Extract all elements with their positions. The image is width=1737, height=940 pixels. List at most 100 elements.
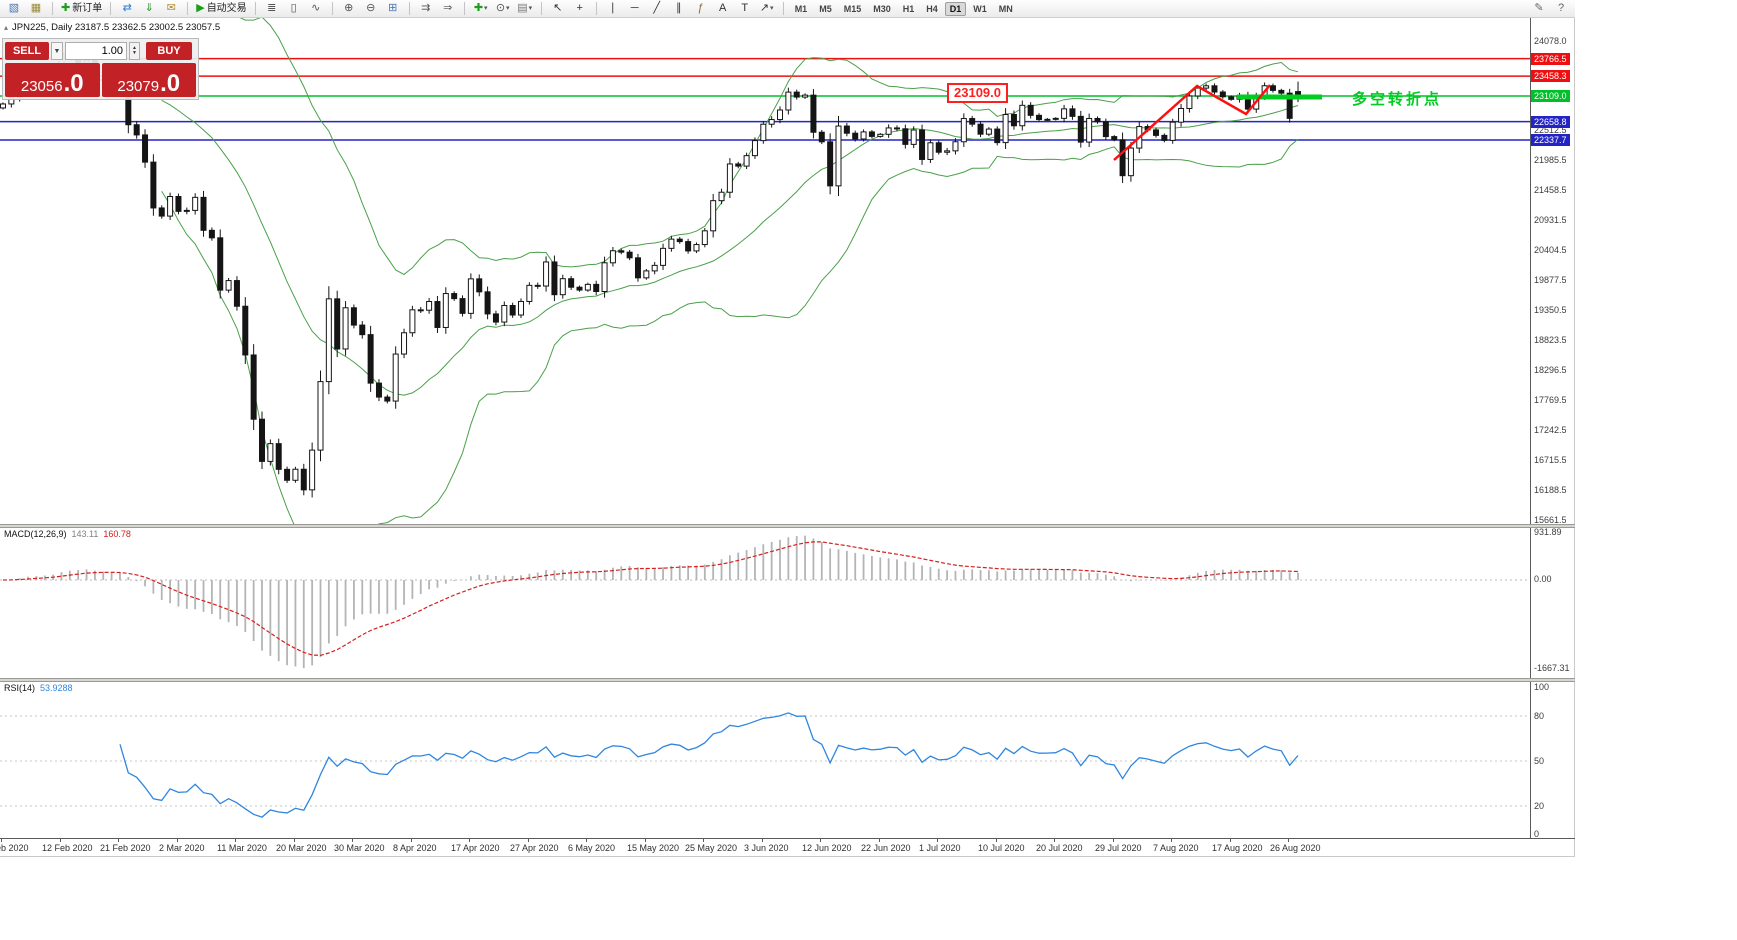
date-label: 27 Apr 2020 [510, 843, 559, 853]
pane-separator[interactable] [0, 678, 1575, 682]
cursor-icon[interactable]: ↖ [548, 1, 568, 16]
volume-step-up-icon[interactable]: ▲ [132, 44, 137, 51]
new-chart-icon[interactable]: ▧ [4, 1, 24, 16]
date-label: 17 Apr 2020 [451, 843, 500, 853]
macd-histogram [10, 535, 1299, 669]
candlestick-chart-icon[interactable]: ▯ [284, 1, 304, 16]
trend-zigzag-line[interactable] [1113, 84, 1271, 161]
price-annotation-box[interactable]: 23109.0 [947, 83, 1008, 103]
horizontal-line-icon[interactable]: ─ [625, 1, 645, 16]
auto-scroll-icon-glyph: ⇉ [421, 2, 431, 14]
macd-main-value: 143.11 [71, 529, 99, 539]
help-icon[interactable]: ? [1551, 1, 1571, 16]
buy-price-button[interactable]: 23079 .0 [101, 63, 196, 97]
channel-icon[interactable]: ∥ [669, 1, 689, 16]
timeframe-m5[interactable]: M5 [819, 3, 832, 14]
date-tick [996, 839, 997, 842]
rsi-name: RSI(14) [4, 683, 36, 693]
chart-shift-icon[interactable]: ⇒ [438, 1, 458, 16]
new-order-button[interactable]: ✚ 新订单 [59, 1, 104, 16]
refresh-icon[interactable]: ⇄ [117, 1, 137, 16]
timeframe-mn[interactable]: MN [998, 3, 1013, 14]
rsi-value: 53.9288 [40, 683, 73, 693]
fibonacci-icon[interactable]: ƒ [691, 1, 711, 16]
zoom-in-icon[interactable]: ⊕ [339, 1, 359, 16]
toolbar-separator [254, 2, 256, 15]
volume-stepper[interactable]: ▲ ▼ [129, 42, 140, 60]
date-label: 6 May 2020 [568, 843, 616, 853]
macd-pane[interactable] [0, 528, 1530, 678]
tile-windows-icon-glyph: ⊞ [388, 2, 398, 14]
mt4-window: ▧ ▦ ✚ 新订单 ⇄ ⇓ ✉ ▶ 自动交易 ≣ ▯ ∿ ⊕ ⊖ ⊞ ⇉ ⇒ ✚ ▾ ⊙ ▾ ▤ ▾ ↖ + ∣ ─ ╱ ∥ ƒ A T ↗ ▾ M… [0, 0, 1575, 857]
buy-button[interactable]: BUY [146, 42, 192, 60]
cursor-icon-glyph: ↖ [553, 2, 563, 14]
volume-step-down-icon[interactable]: ▼ [132, 50, 137, 56]
auto-trading-button[interactable]: ▶ 自动交易 [194, 1, 248, 16]
bar-chart-icon-glyph: ≣ [267, 2, 277, 14]
crosshair-icon[interactable]: + [570, 1, 590, 16]
turning-point-text[interactable]: 多空转折点 [1352, 91, 1443, 108]
price-line-label: 23458.3 [1531, 70, 1570, 82]
date-label: 25 May 2020 [685, 843, 738, 853]
mail-icon[interactable]: ✉ [161, 1, 181, 16]
rsi-axis-label: 100 [1534, 682, 1550, 692]
download-icon[interactable]: ⇓ [139, 1, 159, 16]
zoom-out-icon[interactable]: ⊖ [361, 1, 381, 16]
date-tick [1171, 839, 1172, 842]
indicators-icon[interactable]: ✚ ▾ [471, 1, 491, 16]
price-line-label: 23109.0 [1531, 90, 1570, 102]
arrows-icon-glyph: ↗ [759, 2, 770, 14]
auto-scroll-icon[interactable]: ⇉ [416, 1, 436, 16]
date-tick [1054, 839, 1055, 842]
date-tick [703, 839, 704, 842]
periods-icon[interactable]: ⊙ ▾ [493, 1, 513, 16]
sell-price-button[interactable]: 23056 .0 [5, 63, 100, 97]
profiles-icon[interactable]: ▦ [26, 1, 46, 16]
price-axis-label: 18296.5 [1534, 365, 1567, 375]
text-label-icon[interactable]: T [735, 1, 755, 16]
sell-button[interactable]: SELL [5, 42, 49, 60]
vertical-line-icon[interactable]: ∣ [603, 1, 623, 16]
oct-collapse-icon[interactable]: ▴ [4, 23, 9, 32]
date-label: 8 Apr 2020 [393, 843, 437, 853]
date-tick [235, 839, 236, 842]
volume-input[interactable] [65, 42, 127, 60]
date-label: 2 Feb 2020 [0, 843, 29, 853]
macd-signal-value: 160.78 [103, 529, 131, 539]
timeframe-m15[interactable]: M15 [843, 3, 862, 14]
main-chart-pane[interactable] [0, 18, 1530, 524]
trendline-icon[interactable]: ╱ [647, 1, 667, 16]
timeframe-h1[interactable]: H1 [902, 3, 915, 14]
price-axis-label: 16715.5 [1534, 455, 1567, 465]
zoom-out-icon-glyph: ⊖ [366, 2, 376, 14]
timeframe-m1[interactable]: M1 [794, 3, 808, 14]
vertical-line-icon-glyph: ∣ [609, 2, 616, 14]
line-chart-icon[interactable]: ∿ [306, 1, 326, 16]
toolbar-separator [187, 2, 189, 15]
pencil-icon[interactable]: ✎ [1529, 1, 1549, 16]
order-type-dropdown[interactable]: ▼ [51, 42, 63, 60]
rsi-pane[interactable] [0, 682, 1530, 838]
toolbar-separator [782, 2, 784, 15]
date-tick [1113, 839, 1114, 842]
date-tick [528, 839, 529, 842]
templates-icon[interactable]: ▤ ▾ [515, 1, 535, 16]
timeframe-h4[interactable]: H4 [926, 3, 938, 14]
pane-separator[interactable] [0, 524, 1575, 528]
rsi-axis-label: 0 [1534, 829, 1540, 839]
tile-windows-icon[interactable]: ⊞ [383, 1, 403, 16]
timeframe-m30[interactable]: M30 [873, 3, 891, 14]
date-tick [411, 839, 412, 842]
arrows-icon[interactable]: ↗ ▾ [757, 1, 777, 16]
price-axis-label: 22512.5 [1534, 125, 1567, 135]
timeframe-d1[interactable]: D1 [944, 1, 967, 16]
price-line-label: 22337.7 [1531, 134, 1570, 146]
rsi-axis-label: 20 [1534, 801, 1545, 811]
date-label: 21 Feb 2020 [100, 843, 151, 853]
bar-chart-icon[interactable]: ≣ [262, 1, 282, 16]
text-icon[interactable]: A [713, 1, 733, 16]
macd-label: MACD(12,26,9) 143.11 160.78 [4, 529, 131, 539]
macd-axis-label: 931.89 [1534, 527, 1562, 537]
timeframe-w1[interactable]: W1 [973, 3, 987, 14]
price-axis-label: 21458.5 [1534, 185, 1567, 195]
